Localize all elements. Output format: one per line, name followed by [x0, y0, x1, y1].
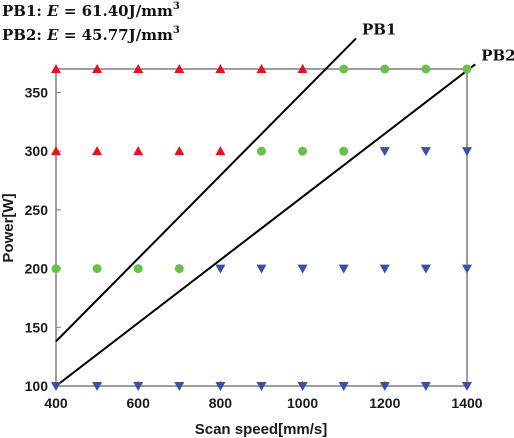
y-tick-label: 200: [25, 261, 49, 277]
y-tick-label: 350: [25, 84, 49, 100]
annotation-pb2-var: E: [46, 26, 59, 44]
x-tick-label: 1200: [369, 395, 400, 411]
marker-triangle-down: [133, 382, 144, 391]
marker-triangle-down: [338, 264, 349, 274]
y-tick-label: 100: [25, 378, 49, 394]
marker-triangle-down: [420, 382, 431, 391]
marker-triangle-up: [92, 146, 103, 156]
marker-triangle-down: [338, 382, 349, 391]
x-tick-label: 800: [209, 395, 233, 411]
annotation-pb1-sup: 3: [173, 1, 180, 12]
marker-triangle-up: [297, 64, 308, 73]
marker-triangle-up: [133, 146, 144, 156]
marker-triangle-down: [215, 382, 226, 391]
y-tick-label: 150: [25, 319, 49, 335]
annotation-pb2-unit: J/mm: [127, 26, 173, 44]
marker-triangle-down: [379, 264, 390, 274]
marker-triangle-down: [297, 382, 308, 391]
y-tick-label: 250: [25, 202, 49, 218]
marker-triangle-down: [215, 264, 226, 274]
annotation-pb2-prefix: PB2:: [2, 26, 47, 44]
annotation-pb1-prefix: PB1:: [2, 2, 47, 20]
x-axis-title: Scan speed[mm/s]: [195, 421, 328, 438]
marker-triangle-down: [297, 264, 308, 274]
marker-triangle-down: [256, 382, 267, 391]
annotation-pb1-eq: =: [59, 2, 82, 20]
x-tick-label: 600: [127, 395, 151, 411]
annotation-pb1-var: E: [46, 2, 59, 20]
marker-triangle-down: [174, 382, 185, 391]
y-axis-title: Power[W]: [0, 193, 17, 262]
marker-circle: [257, 146, 266, 156]
marker-circle: [380, 64, 390, 74]
annotation-pb2-value: 45.77: [82, 26, 129, 44]
marker-circle: [174, 264, 184, 274]
marker-triangle-down: [379, 382, 390, 391]
marker-circle: [51, 264, 61, 274]
marker-triangle-down: [462, 147, 472, 157]
marker-triangle-up: [215, 64, 226, 73]
boundary-line-pb1: [55, 37, 357, 343]
marker-triangle-down: [462, 382, 472, 391]
data-points: [51, 64, 472, 391]
x-tick-label: 1000: [287, 395, 318, 411]
annotation-pb2: PB2: E = 45.77J/mm3: [2, 25, 180, 44]
marker-circle: [92, 264, 102, 274]
annotation-pb1: PB1: E = 61.40J/mm3: [2, 1, 180, 20]
marker-triangle-up: [133, 64, 144, 73]
line-label-pb2: PB2: [481, 46, 514, 64]
marker-circle: [298, 146, 308, 156]
x-tick-label: 400: [44, 395, 68, 411]
marker-triangle-up: [215, 146, 226, 156]
marker-circle: [421, 64, 431, 74]
annotation-pb2-sup: 3: [173, 25, 180, 36]
y-tick-label: 300: [25, 143, 49, 159]
marker-triangle-up: [174, 146, 185, 156]
marker-triangle-up: [51, 146, 61, 156]
marker-triangle-up: [174, 64, 185, 73]
marker-circle: [133, 264, 143, 274]
marker-triangle-up: [92, 64, 103, 73]
marker-triangle-up: [51, 64, 61, 73]
marker-triangle-down: [462, 264, 472, 274]
marker-triangle-down: [379, 147, 390, 157]
annotation-pb1-value: 61.40: [82, 2, 129, 20]
marker-triangle-up: [256, 64, 267, 73]
annotation-pb1-unit: J/mm: [127, 2, 173, 20]
boundary-line-pb2: [55, 63, 476, 387]
x-tick-label: 1400: [451, 395, 482, 411]
line-label-pb1: PB1: [362, 20, 396, 38]
annotation-pb2-eq: =: [59, 26, 82, 44]
marker-triangle-down: [256, 264, 267, 274]
marker-triangle-down: [51, 382, 61, 391]
marker-triangle-down: [420, 264, 431, 274]
marker-circle: [462, 64, 472, 74]
marker-triangle-down: [92, 382, 103, 391]
boundary-lines: PB1 PB2: [55, 20, 514, 387]
marker-triangle-down: [420, 147, 431, 157]
marker-circle: [339, 146, 349, 156]
marker-circle: [339, 64, 349, 74]
